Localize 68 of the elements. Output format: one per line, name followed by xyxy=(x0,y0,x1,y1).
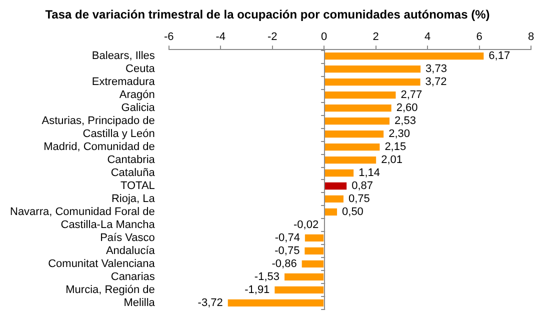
y-tick-label: Comunitat Valenciana xyxy=(48,258,156,270)
bar xyxy=(304,247,324,255)
bar xyxy=(324,52,484,60)
y-tick-label: Cataluña xyxy=(110,167,156,180)
bar xyxy=(228,299,324,306)
bar xyxy=(274,286,324,294)
y-tick-label: Navarra, Comunidad Foral de xyxy=(10,206,155,218)
y-tick-label: Extremadura xyxy=(92,76,156,88)
y-tick-label: Castilla-La Mancha xyxy=(60,218,156,231)
y-tick-label: Cantabria xyxy=(107,154,156,166)
y-tick-label: Castilla y León xyxy=(82,128,155,140)
y-tick-label: Galicia xyxy=(121,102,156,114)
data-label: 1,14 xyxy=(358,167,380,180)
y-tick-label: País Vasco xyxy=(100,232,155,244)
bar xyxy=(324,117,390,125)
bar xyxy=(302,260,324,268)
bar xyxy=(324,78,420,86)
bar xyxy=(324,130,384,138)
data-label: -1,53 xyxy=(254,270,280,283)
data-label: 3,73 xyxy=(426,63,447,76)
y-tick-label: Canarias xyxy=(110,270,156,283)
data-label: 2,77 xyxy=(400,89,422,102)
bar xyxy=(324,208,338,216)
x-tick-label: -6 xyxy=(164,31,174,44)
data-label: 0,50 xyxy=(342,206,364,218)
data-label: 2,30 xyxy=(388,128,410,140)
data-label: 2,60 xyxy=(396,102,418,114)
data-label: 0,75 xyxy=(348,193,370,206)
data-label: 3,72 xyxy=(425,76,447,88)
y-tick-label: Asturias, Principado de xyxy=(42,115,155,128)
y-tick-label: Ceuta xyxy=(126,63,156,76)
bar xyxy=(324,156,376,164)
bar xyxy=(324,66,421,73)
y-tick-label: Balears, Illes xyxy=(92,50,156,62)
bar xyxy=(324,91,396,99)
bar xyxy=(324,195,344,203)
data-label: -1,91 xyxy=(244,284,270,296)
bar xyxy=(304,234,324,242)
x-tick-label: 4 xyxy=(424,31,431,44)
bar xyxy=(324,104,392,112)
x-tick-label: 2 xyxy=(372,31,379,44)
data-label: 2,01 xyxy=(381,154,402,166)
y-tick-label: Murcia, Región de xyxy=(66,284,155,296)
x-tick-label: -2 xyxy=(267,31,278,44)
x-tick-label: -4 xyxy=(216,31,226,44)
y-tick-label: Aragón xyxy=(119,89,155,102)
data-label: -0,74 xyxy=(274,232,300,244)
y-tick-label: Rioja, La xyxy=(111,193,156,206)
data-label: 2,53 xyxy=(394,115,416,128)
bar xyxy=(324,182,347,190)
x-tick-label: 8 xyxy=(528,31,534,44)
data-label: -0,86 xyxy=(272,258,297,270)
chart-title: Tasa de variación trimestral de la ocupación por comunidades autónomas (%) xyxy=(45,8,490,22)
bar xyxy=(284,273,324,280)
y-tick-label: Madrid, Comunidad de xyxy=(44,141,155,154)
y-tick-label: TOTAL xyxy=(120,180,155,192)
data-label: 2,15 xyxy=(384,141,406,154)
y-tick-label: Andalucía xyxy=(106,244,156,257)
bar xyxy=(324,143,380,151)
data-label: -0,75 xyxy=(274,244,300,257)
data-label: 0,87 xyxy=(352,180,374,192)
x-tick-label: 0 xyxy=(321,31,328,44)
y-tick-label: Melilla xyxy=(124,296,156,309)
bar xyxy=(324,169,354,177)
data-label: -0,02 xyxy=(293,218,319,231)
data-label: -3,72 xyxy=(198,296,223,309)
x-tick-label: 6 xyxy=(476,31,482,44)
data-label: 6,17 xyxy=(488,50,510,62)
